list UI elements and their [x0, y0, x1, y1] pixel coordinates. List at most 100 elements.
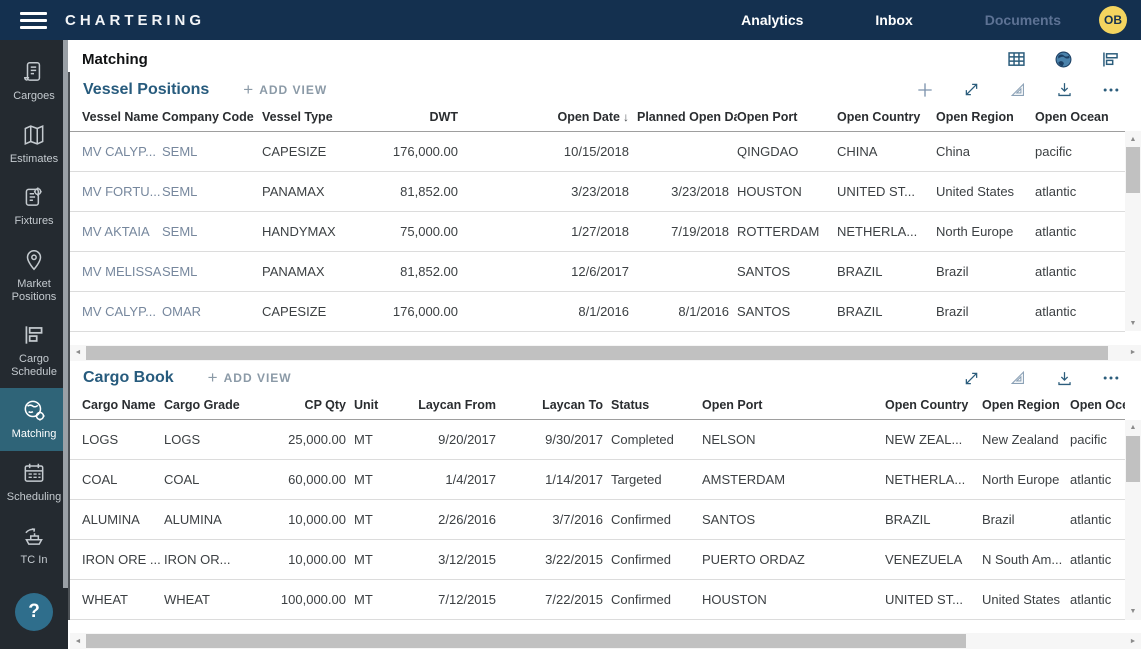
- column-header[interactable]: Vessel Type: [262, 105, 364, 132]
- scroll-down-icon[interactable]: ▼: [1129, 319, 1137, 327]
- cargo-row[interactable]: IRON ORE ... IRON OR... 10,000.00 MT 3/1…: [70, 539, 1125, 580]
- sidebar-item-cargo-schedule[interactable]: Cargo Schedule: [0, 313, 68, 388]
- sort-desc-icon: ↓: [623, 109, 629, 124]
- vessel-name-link[interactable]: MV MELISSA: [70, 251, 162, 292]
- column-header[interactable]: Status: [611, 393, 702, 420]
- column-header[interactable]: Open Port: [702, 393, 885, 420]
- vessel-name-link[interactable]: MV AKTAIA: [70, 211, 162, 252]
- column-header[interactable]: Laycan To: [504, 393, 611, 420]
- scroll-right-icon[interactable]: ►: [1129, 637, 1137, 645]
- ruler-icon[interactable]: [1008, 368, 1028, 388]
- company-code-link[interactable]: OMAR: [162, 291, 262, 332]
- download-icon[interactable]: [1055, 80, 1074, 99]
- scroll-left-icon[interactable]: ◄: [74, 349, 82, 356]
- sidebar-item-tc-in[interactable]: TC In: [0, 514, 68, 577]
- scroll-right-icon[interactable]: ►: [1129, 349, 1137, 356]
- scroll-thumb[interactable]: [86, 634, 966, 648]
- scroll-down-icon[interactable]: ▼: [1129, 608, 1137, 615]
- column-header[interactable]: Open Ocean: [1070, 393, 1125, 420]
- add-row-icon[interactable]: [915, 80, 935, 100]
- vessel-name-link[interactable]: MV FORTU...: [70, 171, 162, 212]
- column-header[interactable]: Vessel Name: [70, 105, 162, 132]
- vessel-row[interactable]: MV FORTU... SEML PANAMAX 81,852.00 3/23/…: [70, 171, 1125, 212]
- column-header[interactable]: Company Code: [162, 105, 262, 132]
- column-header[interactable]: Open Region: [982, 393, 1070, 420]
- vessel-horizontal-scrollbar[interactable]: ◄ ►: [70, 344, 1141, 361]
- more-options-icon[interactable]: [1101, 368, 1121, 388]
- help-button[interactable]: ?: [15, 593, 53, 631]
- column-header[interactable]: CP Qty: [264, 393, 354, 420]
- vessel-name-link[interactable]: MV CALYP...: [70, 291, 162, 332]
- nav-documents[interactable]: Documents: [984, 12, 1061, 28]
- globe-view-icon[interactable]: [1053, 49, 1074, 70]
- cell: PUERTO ORDAZ: [702, 539, 885, 580]
- cargo-row[interactable]: WHEAT WHEAT 100,000.00 MT 7/12/2015 7/22…: [70, 579, 1125, 620]
- company-code-link[interactable]: SEML: [162, 131, 262, 172]
- grid-view-icon[interactable]: [1006, 49, 1027, 70]
- download-icon[interactable]: [1055, 369, 1074, 388]
- sidebar-item-fixtures[interactable]: Fixtures: [0, 175, 68, 238]
- cell: pacific: [1070, 419, 1125, 460]
- company-code-link[interactable]: SEML: [162, 211, 262, 252]
- sidebar-item-estimates[interactable]: Estimates: [0, 113, 68, 176]
- vessel-row[interactable]: MV CALYP... OMAR CAPESIZE 176,000.00 8/1…: [70, 291, 1125, 332]
- column-header[interactable]: Open Country: [837, 105, 936, 132]
- vessel-row[interactable]: MV CALYP... SEML CAPESIZE 176,000.00 10/…: [70, 131, 1125, 172]
- column-header[interactable]: Laycan From: [404, 393, 504, 420]
- cargo-row[interactable]: ALUMINA ALUMINA 10,000.00 MT 2/26/2016 3…: [70, 499, 1125, 540]
- user-avatar[interactable]: OB: [1099, 6, 1127, 34]
- add-view-button[interactable]: + ADD VIEW: [243, 80, 327, 100]
- sidebar-item-matching[interactable]: Matching: [0, 388, 68, 452]
- cargo-vertical-scrollbar[interactable]: ▲ ▼: [1125, 419, 1141, 620]
- cell: BRAZIL: [837, 251, 936, 292]
- scroll-thumb[interactable]: [1126, 147, 1140, 193]
- column-header[interactable]: Open Country: [885, 393, 982, 420]
- add-view-label: ADD VIEW: [259, 82, 328, 97]
- column-header[interactable]: Cargo Grade: [164, 393, 264, 420]
- add-view-label: ADD VIEW: [223, 371, 292, 385]
- column-header[interactable]: Planned Open Date: [637, 105, 737, 132]
- sidebar-item-label: Cargoes: [13, 90, 55, 102]
- column-header-open-date[interactable]: Open Date ↓: [466, 105, 637, 132]
- column-header[interactable]: Open Ocean: [1035, 105, 1125, 132]
- cargo-row[interactable]: LOGS LOGS 25,000.00 MT 9/20/2017 9/30/20…: [70, 419, 1125, 460]
- column-header[interactable]: Cargo Name: [70, 393, 164, 420]
- scroll-up-icon[interactable]: ▲: [1129, 424, 1137, 431]
- sidebar-scrollbar[interactable]: [63, 40, 68, 588]
- column-header[interactable]: DWT: [364, 105, 466, 132]
- cell: atlantic: [1070, 539, 1125, 580]
- scroll-up-icon[interactable]: ▲: [1129, 135, 1137, 143]
- company-code-link[interactable]: SEML: [162, 251, 262, 292]
- expand-icon[interactable]: [962, 80, 981, 99]
- gantt-view-icon[interactable]: [1100, 49, 1121, 70]
- expand-icon[interactable]: [962, 369, 981, 388]
- scroll-thumb[interactable]: [1126, 435, 1140, 482]
- sidebar-item-market-positions[interactable]: Market Positions: [0, 238, 68, 313]
- cell: New Zealand: [982, 419, 1070, 460]
- vessel-row[interactable]: MV AKTAIA SEML HANDYMAX 75,000.00 1/27/2…: [70, 211, 1125, 252]
- cell: atlantic: [1070, 499, 1125, 540]
- vessel-row[interactable]: MV MELISSA SEML PANAMAX 81,852.00 12/6/2…: [70, 251, 1125, 292]
- vessel-name-link[interactable]: MV CALYP...: [70, 131, 162, 172]
- company-code-link[interactable]: SEML: [162, 171, 262, 212]
- sidebar-item-cargoes[interactable]: Cargoes: [0, 50, 68, 113]
- sidebar-item-scheduling[interactable]: Scheduling: [0, 451, 68, 514]
- column-header[interactable]: Open Region: [936, 105, 1035, 132]
- cargo-row[interactable]: COAL COAL 60,000.00 MT 1/4/2017 1/14/201…: [70, 459, 1125, 500]
- nav-inbox[interactable]: Inbox: [875, 12, 913, 28]
- column-header[interactable]: Open Port: [737, 105, 837, 132]
- cargo-horizontal-scrollbar[interactable]: ◄ ►: [70, 633, 1141, 649]
- nav-analytics[interactable]: Analytics: [741, 12, 804, 28]
- column-header[interactable]: Unit: [354, 393, 404, 420]
- scroll-thumb[interactable]: [86, 345, 1108, 360]
- plus-icon: +: [207, 368, 218, 387]
- ruler-icon[interactable]: [1008, 80, 1028, 100]
- more-options-icon[interactable]: [1101, 80, 1121, 100]
- add-view-button[interactable]: + ADD VIEW: [208, 368, 292, 388]
- main-content: Matching: [68, 40, 1141, 649]
- cargo-name-cell: IRON ORE ...: [70, 539, 164, 580]
- vessel-vertical-scrollbar[interactable]: ▲ ▼: [1125, 131, 1141, 331]
- menu-icon[interactable]: [20, 11, 47, 29]
- scroll-left-icon[interactable]: ◄: [74, 637, 82, 645]
- app-title: CHARTERING: [65, 11, 205, 29]
